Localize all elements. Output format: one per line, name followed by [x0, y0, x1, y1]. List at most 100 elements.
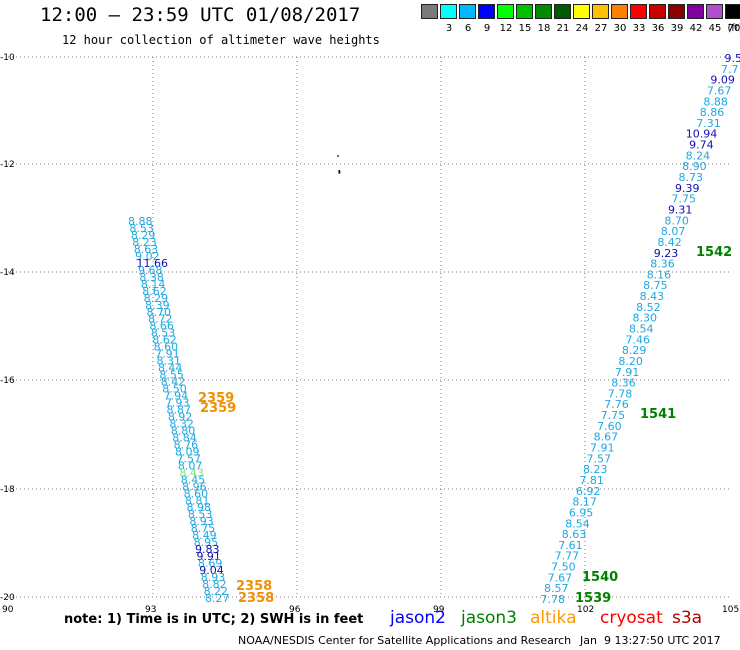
legend-swatch — [649, 4, 666, 19]
lon-tick-label: 102 — [577, 605, 594, 615]
wave-height-value: 8.45 — [181, 473, 206, 486]
wave-height-value: 9.74 — [689, 139, 714, 152]
wave-height-value: 7.67 — [707, 84, 732, 97]
wave-height-value: 8.70 — [664, 214, 689, 227]
wave-height-value: 8.38 — [139, 271, 164, 284]
wave-height-value: 8.95 — [194, 536, 219, 549]
wave-height-value: 8.43 — [640, 290, 665, 303]
lon-tick-label: 105 — [722, 605, 739, 615]
legend-label: 12 — [499, 23, 513, 34]
wave-height-value: 8.32 — [169, 417, 194, 430]
wave-height-value: 7.81 — [579, 474, 604, 487]
legend-swatch — [687, 4, 704, 19]
legend-swatch — [516, 4, 533, 19]
wave-height-value: 8.54 — [565, 517, 590, 530]
satellite-name: jason2 — [390, 608, 446, 628]
wave-height-value: 8.54 — [629, 323, 654, 336]
wave-height-value: 6.95 — [569, 506, 594, 519]
wave-height-value: 8.82 — [202, 578, 227, 591]
wave-height-value: 8.52 — [636, 301, 661, 314]
wave-height-value: 8.63 — [562, 528, 587, 541]
wave-height-value: 7.57 — [587, 452, 612, 465]
pass-time-label: 1541 — [640, 407, 676, 422]
wave-height-value: 8.88 — [128, 215, 153, 228]
wave-height-value: 8.72 — [148, 313, 173, 326]
wave-height-value: 7.91 — [615, 366, 640, 379]
map-title: 12:00 – 23:59 UTC 01/08/2017 — [40, 4, 361, 26]
legend-label: 9 — [483, 23, 491, 34]
lat-tick-label: -16 — [0, 376, 15, 386]
satellite-name: s3a — [672, 608, 703, 628]
wave-height-value: 8.30 — [633, 312, 658, 325]
legend-swatch — [611, 4, 628, 19]
wave-height-value: 8.62 — [152, 334, 177, 347]
legend-label: 3 — [445, 23, 453, 34]
legend-swatch — [573, 4, 590, 19]
legend-swatch — [706, 4, 723, 19]
wave-height-value: 7.78 — [541, 593, 566, 606]
legend-label: 21 — [556, 23, 570, 34]
map-grid — [8, 56, 730, 598]
wave-height-value: 8.09 — [175, 445, 200, 458]
wave-height-value: 8.93 — [189, 515, 214, 528]
wave-height-value: 7.94 — [164, 390, 189, 403]
wave-height-value: 8.60 — [184, 487, 209, 500]
wave-height-value: 7.31 — [696, 117, 721, 130]
wave-height-value: 8.96 — [182, 480, 207, 493]
wave-height-value: 9.68 — [138, 264, 163, 277]
legend-swatch — [478, 4, 495, 19]
wave-height-value: 8.43 — [179, 466, 204, 479]
legend-label: 24 — [575, 23, 589, 34]
lon-tick-label: 99 — [433, 605, 445, 615]
wave-height-value: 7.75 — [601, 409, 626, 422]
wave-height-value: 8.53 — [188, 508, 213, 521]
wave-height-value: 8.66 — [149, 320, 174, 333]
pass-time-label: 1539 — [575, 591, 611, 606]
wave-height-value: 8.63 — [134, 243, 159, 256]
wave-height-value: 9.31 — [668, 203, 693, 216]
wave-height-value: 8.62 — [142, 285, 167, 298]
wave-height-value: 8.55 — [159, 369, 184, 382]
wave-height-value: 8.31 — [157, 355, 182, 368]
wave-height-value: 8.36 — [611, 377, 636, 390]
island-dot — [337, 155, 339, 157]
legend-label: 27 — [594, 23, 608, 34]
wave-height-value: 8.22 — [204, 585, 229, 598]
lat-tick-label: -10 — [0, 53, 15, 63]
wave-height-value: 7.91 — [590, 442, 615, 455]
legend-swatch — [535, 4, 552, 19]
map-subtitle: 12 hour collection of altimeter wave hei… — [62, 33, 380, 47]
wave-height-value: 7.76 — [604, 398, 629, 411]
wave-height-value: 8.23 — [132, 236, 157, 249]
wave-height-value: 8.84 — [172, 431, 197, 444]
wave-height-value: 8.87 — [167, 404, 192, 417]
wave-height-value: 8.42 — [161, 376, 186, 389]
satellite-name: cryosat — [600, 608, 663, 628]
pass-time-label: 2358 — [236, 579, 272, 594]
legend-label: 30 — [613, 23, 627, 34]
right-satellite-track: 9.57.79.097.678.888.867.3110.949.748.248… — [541, 52, 740, 606]
lon-tick-label: 93 — [145, 605, 156, 615]
legend-swatch — [554, 4, 571, 19]
legend-label: 42 — [689, 23, 703, 34]
wave-height-value: 8.75 — [643, 279, 668, 292]
wave-height-value: 8.07 — [178, 459, 203, 472]
wave-height-value: 8.50 — [162, 383, 187, 396]
wave-height-value: 8.27 — [205, 592, 230, 605]
legend-label: 45 — [708, 23, 722, 34]
pass-time-label: 1542 — [696, 245, 732, 260]
wave-height-value: 8.86 — [700, 106, 725, 119]
wave-height-value: 8.20 — [618, 355, 643, 368]
wave-height-value: 8.88 — [703, 95, 728, 108]
lat-tick-label: -18 — [0, 485, 15, 495]
legend-label: 39 — [670, 23, 684, 34]
wave-height-value: 8.90 — [682, 160, 707, 173]
wave-height-value: 9.04 — [199, 564, 224, 577]
wave-height-value: 8.23 — [583, 463, 608, 476]
wave-height-value: 8.29 — [622, 344, 647, 357]
wave-height-value: 7.57 — [176, 452, 201, 465]
wave-height-value: 9.39 — [675, 182, 700, 195]
lon-tick-label: 90 — [2, 605, 14, 615]
